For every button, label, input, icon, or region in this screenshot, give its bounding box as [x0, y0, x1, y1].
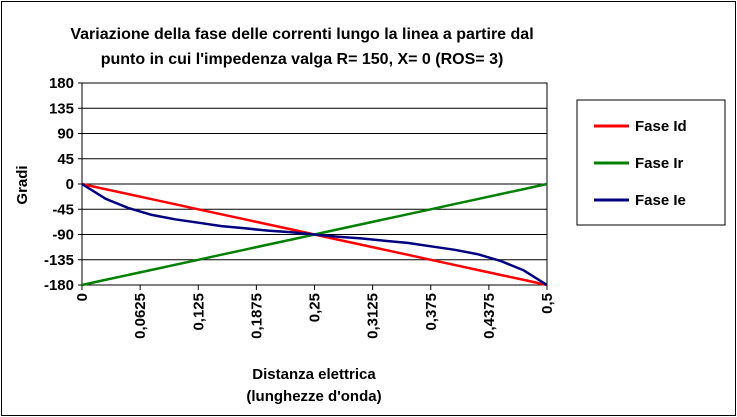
chart-title-line-2: punto in cui l'impedenza valga R= 150, X… [101, 51, 504, 68]
x-tick-label: 0,0625 [132, 293, 149, 339]
legend-label: Fase Ir [635, 155, 684, 172]
y-tick-label: 0 [66, 176, 74, 193]
x-tick-label: 0,375 [423, 293, 440, 331]
y-tick-label: -45 [52, 201, 74, 218]
x-tick-label: 0,5 [539, 293, 556, 314]
chart-title-line-1: Variazione della fase delle correnti lun… [70, 26, 533, 43]
x-tick-label: 0,125 [190, 293, 207, 331]
y-tick-label: -135 [44, 252, 74, 269]
series-line-fase-ie [81, 182, 548, 287]
legend-label: Fase Ie [635, 192, 686, 209]
y-tick-label: 180 [49, 75, 74, 92]
x-tick-label: 0,1875 [248, 293, 265, 339]
y-tick-label: 45 [57, 151, 74, 168]
gridlines [78, 82, 548, 290]
y-tick-label: 135 [49, 100, 74, 117]
series-lines [81, 182, 548, 287]
legend-label: Fase Id [635, 118, 687, 135]
y-tick-label: 90 [57, 126, 74, 143]
x-axis-title-line-2: (lunghezze d'onda) [246, 388, 381, 405]
x-axis-title-line-1: Distanza elettrica [252, 366, 376, 383]
x-tick-label: 0,4375 [481, 293, 498, 339]
x-tick-label: 0 [74, 293, 91, 301]
x-tick-labels: 0 0,0625 0,125 0,1875 0,25 0,3125 0,375 0,4375 0… [74, 293, 556, 339]
y-tick-label: -90 [52, 227, 74, 244]
x-tick-label: 0,25 [307, 293, 324, 322]
x-tick-label: 0,3125 [365, 293, 382, 339]
y-tick-labels: 180 135 90 45 0 -45 -90 -135 -180 [44, 75, 74, 294]
y-tick-label: -180 [44, 277, 74, 294]
y-axis-title: Gradi [14, 165, 31, 204]
legend: Fase Id Fase Ir Fase Ie [576, 99, 726, 226]
